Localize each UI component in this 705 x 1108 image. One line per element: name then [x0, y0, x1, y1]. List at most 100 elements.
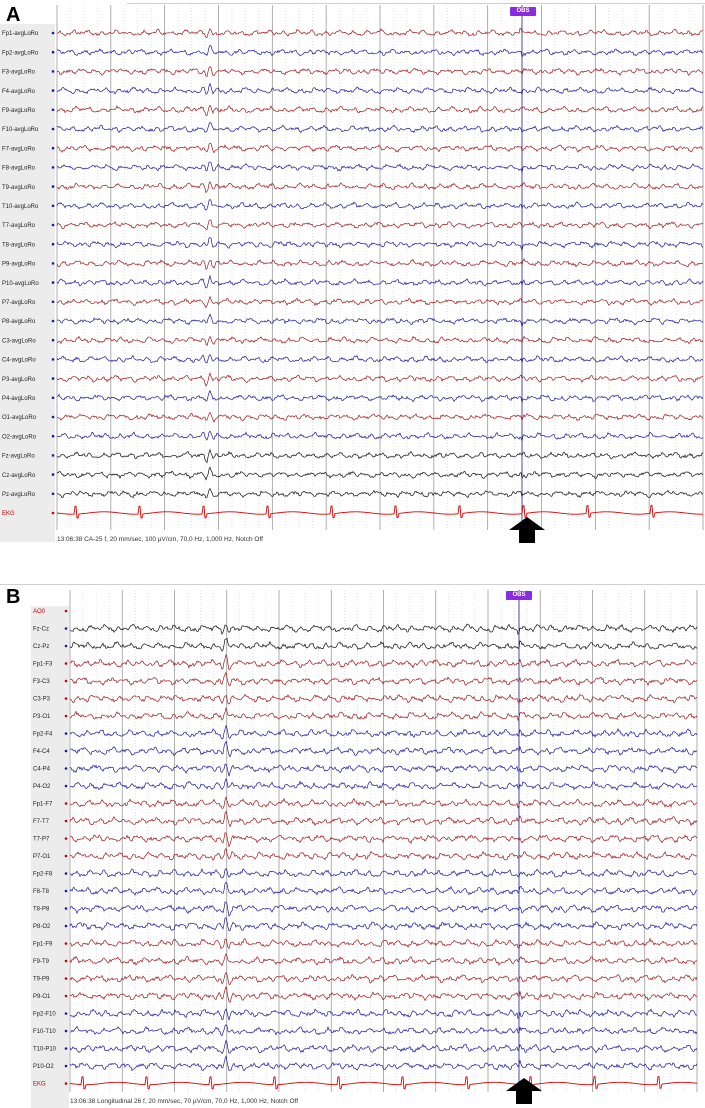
channel-row[interactable]: C3-P3: [33, 693, 698, 705]
obs-event-marker-b[interactable]: OBS: [506, 591, 532, 600]
channel-label[interactable]: Fp2-avgLoRo: [2, 50, 39, 56]
channel-row[interactable]: F10-T10: [33, 1024, 698, 1036]
channel-label[interactable]: Pz-avgLoRo: [2, 492, 36, 498]
channel-label[interactable]: C4-avgLoRo: [2, 358, 36, 364]
channel-label[interactable]: P7-avgLoRo: [2, 300, 36, 306]
channel-row[interactable]: Cz-avgLoRo: [2, 466, 704, 481]
channel-label[interactable]: Fp1-F9: [33, 942, 53, 948]
channel-label[interactable]: C4-P4: [33, 767, 51, 773]
channel-label[interactable]: Fp2-F10: [33, 1012, 56, 1018]
channel-label[interactable]: T10-P10: [33, 1047, 57, 1053]
channel-row[interactable]: F9-avgLoRo: [2, 104, 704, 117]
channel-row[interactable]: C3-avgLoRo: [2, 335, 704, 347]
channel-row[interactable]: C4-P4: [33, 763, 698, 777]
channel-label[interactable]: T9-P9: [33, 977, 50, 983]
channel-row[interactable]: F4-C4: [33, 740, 698, 758]
channel-row[interactable]: P7-O1: [33, 847, 698, 861]
channel-row[interactable]: P3-avgLoRo: [2, 371, 704, 387]
channel-row[interactable]: O1-avgLoRo: [2, 411, 704, 423]
channel-row[interactable]: Fp2-F4: [33, 724, 698, 740]
channel-row[interactable]: EKG: [33, 1076, 698, 1090]
channel-row[interactable]: F8-avgLoRo: [2, 161, 704, 173]
channel-row[interactable]: F7-T7: [33, 810, 698, 828]
channel-row[interactable]: AO0: [33, 609, 68, 615]
channel-row[interactable]: EKG: [2, 504, 704, 519]
channel-label[interactable]: F7-avgLoRo: [2, 146, 36, 152]
channel-label[interactable]: Cz-avgLoRo: [2, 473, 36, 479]
channel-row[interactable]: P4-O2: [33, 777, 698, 792]
channel-row[interactable]: F4-avgLoRo: [2, 82, 704, 96]
channel-label[interactable]: F9-avgLoRo: [2, 108, 36, 114]
channel-label[interactable]: F10-avgLoRo: [2, 127, 39, 133]
channel-label[interactable]: O2-avgLoRo: [2, 434, 37, 440]
channel-row[interactable]: F8-T8: [33, 881, 698, 896]
channel-row[interactable]: Fp1-F7: [33, 796, 698, 809]
channel-label[interactable]: F10-T10: [33, 1029, 56, 1035]
channel-row[interactable]: P4-avgLoRo: [2, 389, 704, 403]
channel-row[interactable]: T10-P10: [33, 1039, 698, 1055]
obs-event-marker-a[interactable]: OBS: [510, 7, 536, 16]
channel-label[interactable]: T8-P8: [33, 907, 50, 913]
channel-label[interactable]: P8-O2: [33, 924, 51, 930]
channel-label[interactable]: EKG: [2, 511, 15, 517]
channel-label[interactable]: T8-avgLoRo: [2, 242, 36, 248]
channel-row[interactable]: F7-avgLoRo: [2, 142, 704, 154]
channel-row[interactable]: T8-avgLoRo: [2, 237, 704, 252]
channel-label[interactable]: Fp2-F8: [33, 872, 53, 878]
channel-label[interactable]: F3-avgLoRo: [2, 70, 36, 76]
channel-label[interactable]: C3-avgLoRo: [2, 338, 36, 344]
channel-row[interactable]: P8-O2: [33, 917, 698, 932]
channel-label[interactable]: F3-C3: [33, 679, 50, 685]
channel-row[interactable]: Fp1-avgLoRo: [2, 28, 704, 38]
channel-label[interactable]: AO0: [33, 609, 46, 615]
channel-row[interactable]: T7-P7: [33, 832, 698, 848]
channel-label[interactable]: P3-avgLoRo: [2, 377, 36, 383]
channel-label[interactable]: P4-avgLoRo: [2, 396, 36, 402]
channel-label[interactable]: P10-O2: [33, 1064, 54, 1070]
channel-row[interactable]: F3-avgLoRo: [2, 66, 704, 78]
channel-row[interactable]: T9-P9: [33, 971, 698, 985]
channel-label[interactable]: Fp1-F3: [33, 662, 53, 668]
channel-row[interactable]: Cz-Pz: [33, 637, 698, 652]
channel-row[interactable]: F10-avgLoRo: [2, 121, 704, 133]
channel-row[interactable]: P9-O1: [33, 985, 698, 1003]
channel-row[interactable]: P10-O2: [33, 1055, 698, 1072]
eeg-trace-area-b[interactable]: AO0 Fz-Cz Cz-Pz Fp1-F3 F3-C3 C3-P3 P3-O1 Fp2-F4…: [0, 582, 705, 1108]
channel-label[interactable]: P4-O2: [33, 784, 51, 790]
eeg-trace-area-a[interactable]: Fp1-avgLoRo Fp2-avgLoRo F3-avgLoRo F4-avgLo…: [0, 0, 705, 552]
channel-label[interactable]: F8-avgLoRo: [2, 166, 36, 172]
channel-row[interactable]: Fp2-F10: [33, 1008, 698, 1021]
channel-label[interactable]: T10-avgLoRo: [2, 204, 39, 210]
channel-label[interactable]: Fz-Cz: [33, 627, 49, 633]
channel-label[interactable]: P8-avgLoRo: [2, 319, 36, 325]
channel-row[interactable]: O2-avgLoRo: [2, 430, 704, 442]
channel-label[interactable]: Fp1-avgLoRo: [2, 31, 39, 37]
channel-row[interactable]: P9-avgLoRo: [2, 258, 704, 270]
channel-row[interactable]: T9-avgLoRo: [2, 180, 704, 194]
channel-label[interactable]: F7-T7: [33, 819, 50, 825]
channel-row[interactable]: Fp2-F8: [33, 867, 698, 879]
channel-label[interactable]: P9-avgLoRo: [2, 262, 36, 268]
channel-row[interactable]: Pz-avgLoRo: [2, 487, 704, 499]
channel-label[interactable]: Fz-avgLoRo: [2, 454, 35, 460]
channel-row[interactable]: Fp1-F3: [33, 653, 698, 670]
channel-label[interactable]: Fp2-F4: [33, 732, 53, 738]
channel-row[interactable]: Fp2-avgLoRo: [2, 44, 704, 58]
channel-row[interactable]: T7-avgLoRo: [2, 219, 704, 231]
channel-label[interactable]: Cz-Pz: [33, 644, 49, 650]
channel-row[interactable]: Fz-Cz: [33, 623, 698, 635]
channel-row[interactable]: F9-T9: [33, 952, 698, 967]
channel-row[interactable]: T8-P8: [33, 901, 698, 917]
channel-label[interactable]: F4-C4: [33, 749, 50, 755]
channel-label[interactable]: T7-avgLoRo: [2, 223, 36, 229]
channel-row[interactable]: Fz-avgLoRo: [2, 448, 704, 464]
channel-row[interactable]: P7-avgLoRo: [2, 295, 704, 309]
channel-row[interactable]: P3-O1: [33, 706, 698, 722]
channel-label[interactable]: Fp1-F7: [33, 802, 53, 808]
channel-label[interactable]: T9-avgLoRo: [2, 185, 36, 191]
channel-label[interactable]: P7-O1: [33, 854, 51, 860]
channel-row[interactable]: F3-C3: [33, 671, 698, 687]
channel-row[interactable]: P10-avgLoRo: [2, 274, 704, 289]
channel-row[interactable]: Fp1-F9: [33, 937, 698, 950]
channel-label[interactable]: C3-P3: [33, 697, 51, 703]
